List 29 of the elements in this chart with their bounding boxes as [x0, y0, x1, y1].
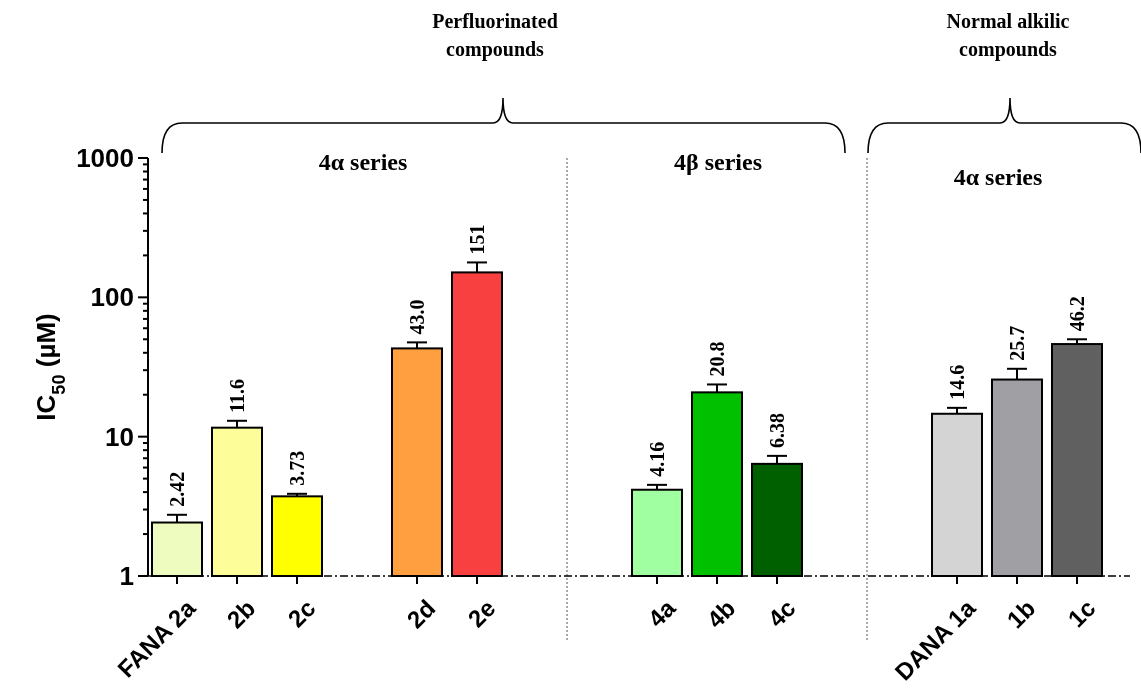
data-label: 2.42	[166, 471, 188, 507]
y-tick-label: 100	[90, 282, 134, 313]
data-label: 20.8	[706, 341, 728, 377]
x-tick-label: 2c	[282, 594, 321, 633]
x-tick-label: 1b	[1001, 594, 1041, 634]
x-tick-label: 1c	[1062, 594, 1101, 633]
annotation: 4β series	[674, 149, 762, 175]
x-tick-label: 2b	[221, 594, 261, 634]
x-tick-label: 4c	[762, 594, 801, 633]
x-tick-label: 4b	[701, 594, 741, 634]
text: Normal alkilic compounds	[946, 10, 1070, 61]
data-label: 6.38	[766, 412, 788, 448]
data-label: 4.16	[646, 441, 668, 477]
data-label: 151	[466, 224, 488, 255]
x-tick-label: 4a	[642, 593, 681, 633]
x-tick-label: 2e	[462, 594, 501, 633]
data-label: 46.2	[1066, 296, 1088, 332]
data-label: 25.7	[1006, 325, 1028, 361]
data-label: 14.6	[946, 364, 968, 400]
y-tick-label: 1000	[76, 143, 134, 174]
y-tick-label: 10	[105, 421, 134, 452]
annotation: 4α series	[953, 164, 1043, 190]
text: Perfluorinated compounds	[432, 10, 558, 61]
annotation: 4α series	[318, 149, 408, 175]
y-tick-label: 1	[119, 561, 134, 592]
data-label: 43.0	[406, 299, 428, 335]
x-tick-label: 2d	[401, 594, 441, 634]
data-label: 11.6	[226, 378, 248, 413]
data-label: 3.73	[286, 450, 308, 486]
